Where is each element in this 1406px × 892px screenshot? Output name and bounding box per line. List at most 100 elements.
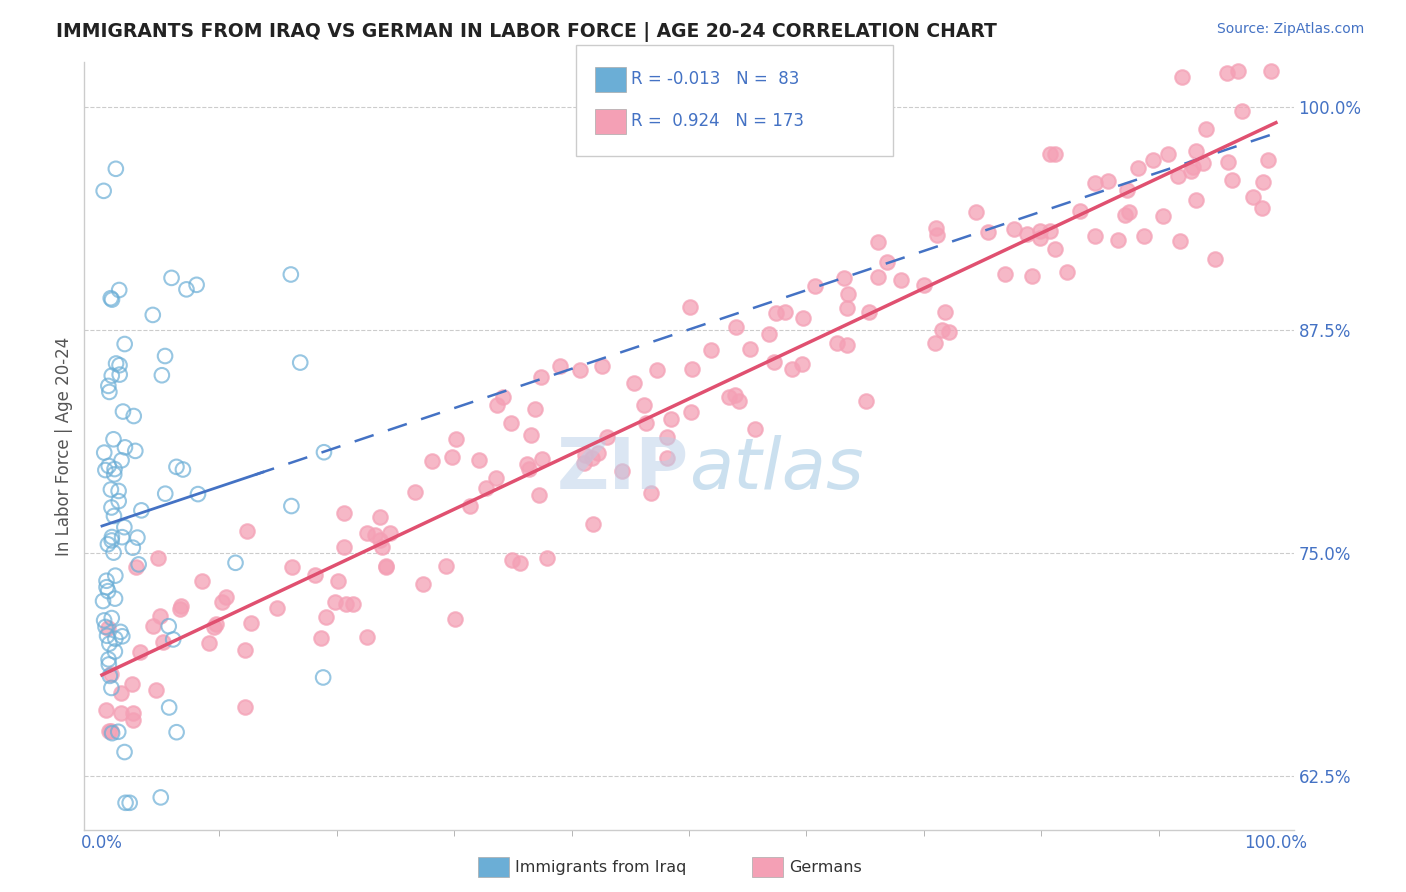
Point	[111, 404, 134, 418]
Point	[527, 488, 550, 502]
Point	[1056, 264, 1078, 278]
Point	[1114, 208, 1136, 222]
Point	[825, 335, 848, 350]
Point	[1084, 176, 1107, 190]
Point	[876, 254, 898, 268]
Point	[1257, 153, 1279, 168]
Point	[125, 560, 148, 574]
Point	[1157, 147, 1180, 161]
Point	[574, 449, 596, 463]
Point	[868, 235, 890, 249]
Point	[1153, 209, 1175, 223]
Point	[700, 343, 723, 357]
Point	[103, 508, 125, 523]
Point	[127, 531, 149, 545]
Point	[105, 356, 128, 370]
Point	[152, 635, 174, 649]
Point	[1029, 224, 1052, 238]
Point	[1017, 227, 1039, 242]
Point	[792, 311, 814, 326]
Point	[100, 611, 122, 625]
Point	[94, 620, 117, 634]
Point	[107, 494, 129, 508]
Point	[169, 602, 191, 616]
Point	[804, 279, 827, 293]
Point	[1039, 224, 1062, 238]
Point	[100, 667, 122, 681]
Point	[100, 483, 122, 497]
Point	[280, 499, 302, 513]
Point	[112, 520, 135, 534]
Point	[114, 796, 136, 810]
Point	[568, 363, 591, 377]
Point	[458, 499, 481, 513]
Point	[160, 271, 183, 285]
Point	[375, 560, 398, 574]
Point	[108, 283, 131, 297]
Point	[866, 269, 889, 284]
Point	[744, 422, 766, 436]
Point	[780, 362, 803, 376]
Point	[1133, 229, 1156, 244]
Point	[118, 796, 141, 810]
Point	[121, 541, 143, 555]
Point	[98, 669, 121, 683]
Point	[1029, 231, 1052, 245]
Point	[434, 559, 457, 574]
Point	[1043, 242, 1066, 256]
Point	[1230, 103, 1253, 118]
Point	[858, 305, 880, 319]
Point	[1182, 161, 1205, 175]
Point	[94, 703, 117, 717]
Point	[762, 355, 785, 369]
Point	[485, 397, 508, 411]
Point	[225, 556, 247, 570]
Point	[404, 484, 426, 499]
Point	[103, 432, 125, 446]
Point	[215, 590, 238, 604]
Point	[581, 451, 603, 466]
Point	[758, 327, 780, 342]
Point	[1216, 66, 1239, 80]
Point	[172, 462, 194, 476]
Point	[108, 368, 131, 382]
Point	[100, 533, 122, 548]
Point	[233, 643, 256, 657]
Point	[586, 446, 609, 460]
Point	[678, 301, 700, 315]
Point	[965, 204, 987, 219]
Point	[110, 453, 132, 467]
Point	[110, 624, 132, 639]
Text: Germans: Germans	[789, 860, 862, 874]
Point	[315, 609, 337, 624]
Point	[509, 557, 531, 571]
Point	[681, 405, 703, 419]
Point	[98, 384, 121, 399]
Point	[582, 517, 605, 532]
Point	[96, 574, 118, 588]
Point	[832, 270, 855, 285]
Point	[104, 644, 127, 658]
Point	[1043, 147, 1066, 161]
Point	[738, 342, 761, 356]
Point	[190, 574, 212, 588]
Point	[311, 632, 333, 646]
Point	[157, 619, 180, 633]
Point	[364, 528, 387, 542]
Point	[446, 432, 468, 446]
Point	[536, 550, 558, 565]
Point	[1021, 268, 1043, 283]
Point	[572, 456, 595, 470]
Point	[91, 594, 114, 608]
Point	[524, 401, 547, 416]
Point	[101, 726, 124, 740]
Point	[124, 443, 146, 458]
Point	[104, 568, 127, 582]
Point	[724, 388, 747, 402]
Point	[100, 500, 122, 515]
Point	[176, 282, 198, 296]
Point	[93, 184, 115, 198]
Point	[97, 652, 120, 666]
Point	[1142, 153, 1164, 167]
Point	[492, 390, 515, 404]
